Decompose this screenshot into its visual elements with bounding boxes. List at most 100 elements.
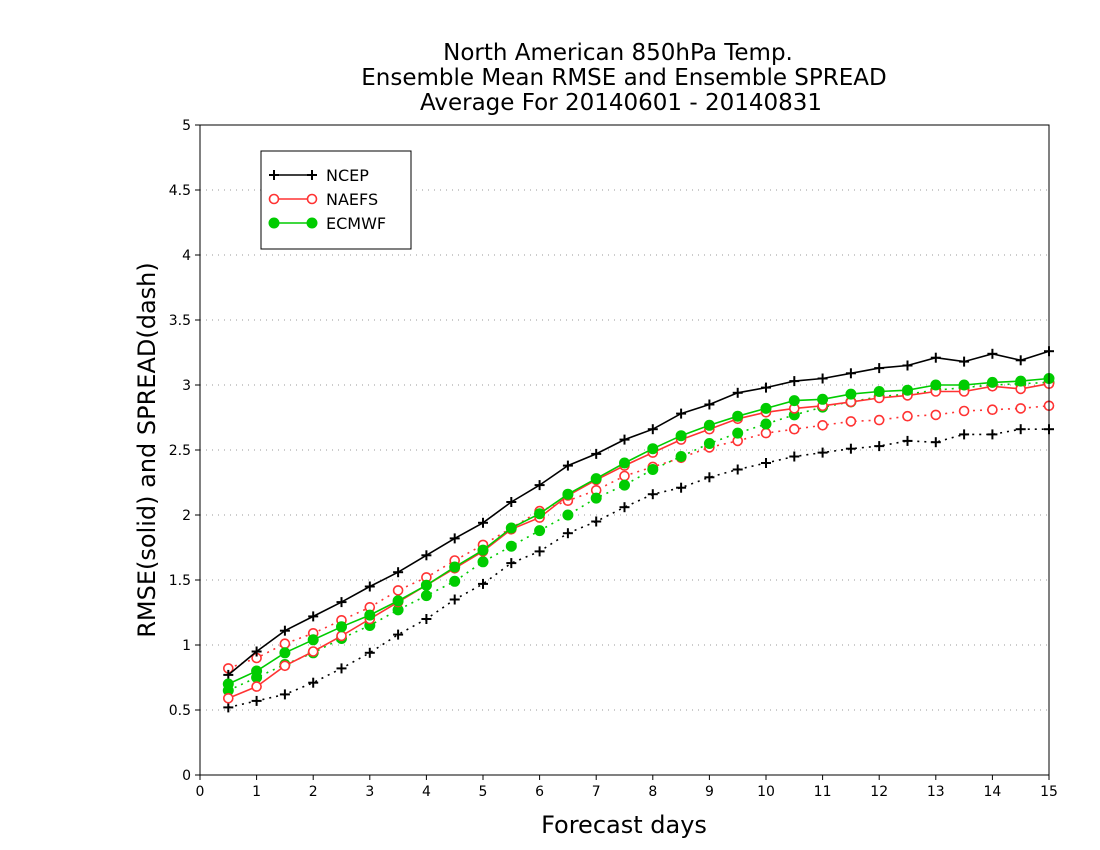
ecmwf-rmse-line: [227, 377, 1050, 685]
ecmwf-rmse-point: [1015, 375, 1027, 387]
ecmwf-rmse-point: [449, 561, 461, 573]
ecmwf-rmse-point: [986, 376, 998, 388]
naefs-spread-point: [392, 585, 404, 596]
naefs-spread-line: [228, 405, 1050, 670]
ecmwf-spread-point: [732, 427, 744, 439]
ncep-rmse-point: [562, 460, 573, 471]
x-tick-label: 5: [479, 784, 488, 800]
naefs-spread-point: [930, 409, 942, 421]
ncep-spread-point: [279, 689, 290, 700]
ncep-rmse-point: [1015, 355, 1026, 366]
legend-label-ecmwf: ECMWF: [326, 214, 386, 233]
chart-title-line-1: North American 850hPa Temp.: [443, 40, 793, 66]
ncep-rmse-point: [902, 360, 913, 371]
ecmwf-spread-point: [647, 464, 659, 475]
naefs-rmse-line: [227, 382, 1050, 700]
y-tick-label: 3.5: [169, 313, 191, 329]
ecmwf-spread-point: [534, 525, 546, 537]
ecmwf-spread-point: [420, 590, 432, 602]
ncep-rmse-point: [704, 399, 715, 410]
ncep-rmse-point: [959, 356, 970, 367]
ncep-rmse-point: [647, 424, 658, 435]
ecmwf-rmse-point: [845, 388, 857, 400]
ecmwf-rmse-point: [732, 410, 744, 422]
naefs-spread-point: [902, 410, 913, 422]
gridlines: [200, 189, 1049, 711]
x-tick-label: 13: [927, 784, 945, 800]
chart-title-line-3: Average For 20140601 - 20140831: [420, 90, 822, 116]
ncep-spread-point: [959, 429, 970, 440]
x-tick-label: 9: [705, 784, 714, 800]
ncep-rmse-point: [817, 373, 828, 384]
ncep-spread-point: [562, 528, 573, 539]
chart-title-line-2: Ensemble Mean RMSE and Ensemble SPREAD: [361, 65, 886, 91]
ecmwf-spread-point: [590, 492, 602, 504]
ncep-spread-point: [874, 441, 885, 452]
ncep-rmse-point: [251, 646, 262, 657]
legend-label-ncep: NCEP: [326, 166, 369, 185]
ncep-rmse-point: [393, 567, 404, 578]
ncep-spread-point: [647, 489, 658, 500]
ecmwf-rmse-point: [817, 393, 829, 405]
y-tick-label: 0: [182, 768, 191, 784]
series-layer: [222, 346, 1055, 713]
x-tick-label: 15: [1040, 784, 1058, 800]
x-tick-label: 1: [252, 784, 261, 800]
x-tick-label: 11: [814, 784, 832, 800]
ncep-rmse-point: [761, 382, 771, 393]
ecmwf-spread-point: [675, 451, 687, 462]
ncep-spread-point: [930, 437, 941, 448]
naefs-spread-point: [987, 404, 998, 416]
ncep-rmse-point: [336, 597, 347, 608]
ncep-rmse-point: [478, 517, 488, 528]
ecmwf-rmse-point: [534, 508, 546, 520]
ncep-rmse-point: [364, 581, 375, 592]
naefs-rmse-point: [307, 646, 319, 657]
ncep-spread-point: [619, 502, 630, 513]
axes: 00.511.522.533.544.550 1 2 3 4 5 6 7 8 9 10 11 12 13 1…: [169, 118, 1058, 800]
ncep-rmse-point: [676, 408, 687, 419]
ecmwf-rmse-point: [619, 457, 630, 469]
x-tick-label: 6: [535, 784, 544, 800]
ecmwf-rmse-point: [392, 595, 404, 607]
legend-marker-naefs: [306, 193, 318, 205]
ncep-rmse-point: [308, 611, 319, 622]
ncep-rmse-point: [930, 352, 941, 363]
naefs-rmse-point: [279, 660, 291, 672]
ecmwf-rmse-point: [958, 379, 970, 391]
ncep-spread-point: [449, 594, 460, 605]
naefs-spread-point: [788, 423, 800, 435]
ecmwf-spread-point: [760, 418, 772, 430]
ecmwf-rmse-point: [902, 384, 913, 396]
legend-marker-naefs: [268, 193, 280, 205]
x-tick-label: 4: [422, 784, 431, 800]
x-tick-label: 3: [365, 784, 374, 800]
x-tick-label: 0: [196, 784, 205, 800]
ncep-spread-point: [817, 447, 828, 458]
y-tick-label: 2: [182, 508, 191, 524]
legend-box: [260, 150, 412, 250]
naefs-spread-point: [845, 416, 857, 427]
ncep-spread-point: [845, 443, 856, 454]
ncep-spread-point: [251, 695, 262, 706]
ncep-spread-point: [761, 458, 771, 468]
ecmwf-rmse-point: [251, 665, 263, 677]
ncep-spread-point: [393, 629, 404, 640]
ecmwf-rmse-point: [307, 634, 319, 646]
ecmwf-rmse-point: [222, 678, 234, 690]
legend-marker-ecmwf: [306, 217, 318, 229]
ecmwf-rmse-point: [590, 473, 602, 485]
ncep-rmse-point: [732, 387, 743, 398]
x-axis-label: Forecast days: [541, 811, 707, 839]
ncep-rmse-point: [619, 434, 630, 445]
ecmwf-rmse-point: [760, 402, 772, 414]
ecmwf-rmse-point: [477, 544, 489, 556]
ncep-spread-point: [336, 663, 347, 674]
ncep-rmse-point: [421, 550, 432, 561]
ecmwf-rmse-point: [505, 522, 517, 534]
y-tick-label: 2.5: [169, 443, 191, 459]
ecmwf-spread-point: [449, 575, 461, 587]
ecmwf-rmse-point: [562, 488, 574, 500]
naefs-spread-point: [958, 405, 970, 417]
ecmwf-rmse-point: [420, 579, 432, 591]
